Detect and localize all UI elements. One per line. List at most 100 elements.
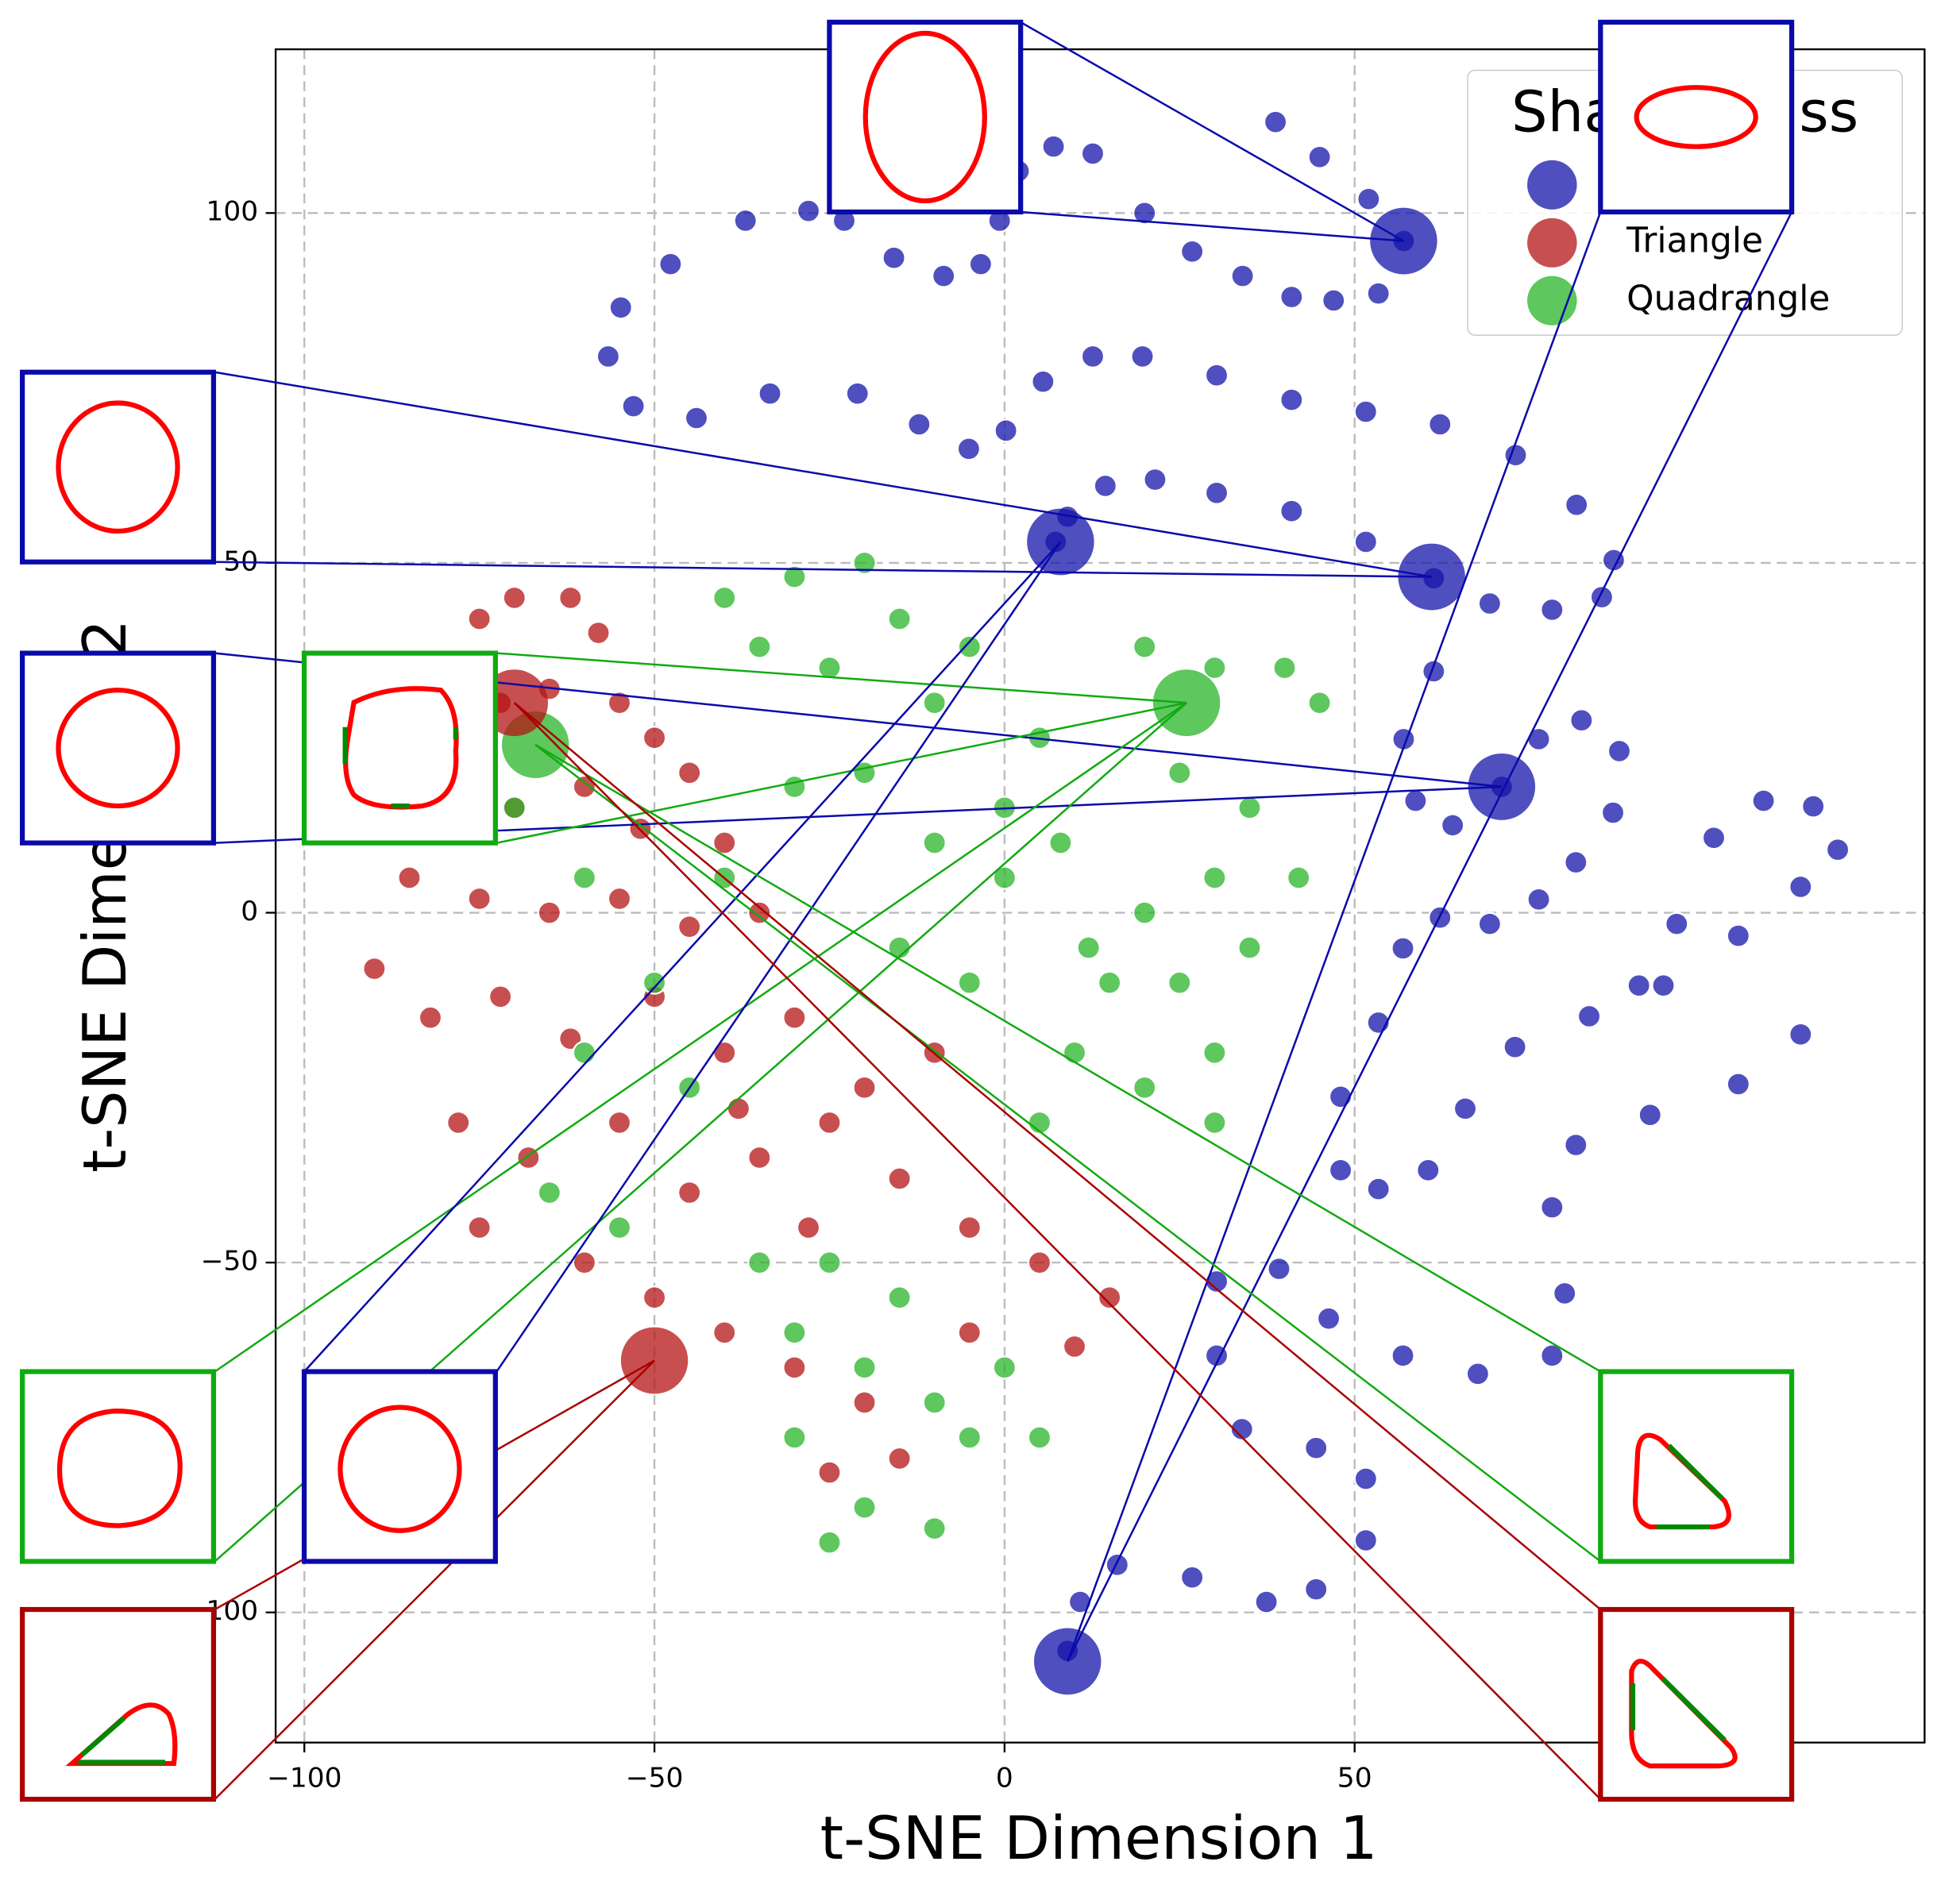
connector [1021,210,1404,242]
x-axis-label: t-SNE Dimension 1 [820,1804,1378,1873]
point [782,1355,807,1380]
point [1267,1256,1291,1282]
point [642,970,667,995]
legend-marker [1527,218,1577,268]
point [852,1390,877,1415]
insets [20,19,1795,1802]
point [1204,1269,1229,1294]
point [1286,865,1311,890]
point [1607,738,1632,764]
point [488,985,513,1009]
point [1526,727,1551,752]
point [502,796,527,820]
point [817,1460,842,1485]
y-tick-label: 0 [241,896,258,927]
point [733,208,758,233]
connector [1020,21,1405,242]
x-tick-label: 50 [1337,1763,1372,1794]
point [922,691,947,715]
point [758,381,782,406]
grid [276,49,1925,1743]
point [1726,923,1751,948]
point [1041,134,1066,159]
x-tick-label: −100 [267,1763,341,1794]
point [642,726,667,750]
point [1353,530,1379,554]
point [684,406,709,430]
point [1600,800,1626,825]
point [852,550,877,576]
legend-marker [1527,276,1577,326]
point [397,865,422,890]
point [957,970,982,995]
inset [20,369,217,565]
point [1503,1035,1527,1059]
point [1143,467,1167,492]
connector [513,702,1602,1610]
point [747,1251,772,1275]
point [1202,865,1227,890]
point [1307,145,1332,169]
point [1132,634,1157,659]
point [1353,1528,1379,1553]
point [677,915,702,939]
point [957,634,982,659]
point [992,1355,1017,1380]
connectors [214,21,1793,1800]
point [957,1320,982,1345]
point [1651,973,1676,998]
point [677,761,702,785]
point [922,1516,947,1541]
inset [20,1606,217,1802]
point [1391,1343,1415,1368]
point [1105,1552,1130,1577]
legend-marker [1527,160,1577,210]
point [1279,499,1304,523]
point [712,831,737,855]
point [596,344,621,369]
y-tick-label: −50 [201,1246,259,1278]
point [558,585,583,611]
connector [534,744,1602,1563]
point [852,1495,877,1520]
connector [513,702,1602,1800]
point [467,607,492,631]
point [446,1110,471,1135]
inset [301,1369,498,1564]
point [642,1285,667,1310]
point [922,831,947,855]
point [1132,201,1157,225]
point [1316,1306,1341,1331]
point [956,437,982,461]
point [572,865,597,890]
point [1353,399,1379,424]
point [1263,110,1288,134]
point [1254,1590,1279,1614]
point [1416,1158,1441,1182]
point [782,1005,807,1030]
point [418,1005,443,1030]
point [1788,874,1813,900]
point [1701,826,1727,850]
point [1279,284,1304,310]
point [572,1040,597,1065]
point [1322,288,1346,313]
inset [1598,1369,1795,1564]
point [1638,1103,1663,1127]
point [1202,655,1227,680]
inset [20,650,217,846]
point [1564,492,1589,517]
point [1788,1022,1813,1046]
point [957,1425,982,1450]
point [1391,936,1415,961]
point [712,585,737,611]
point [957,1215,982,1240]
connector [214,371,1432,578]
point [1303,1577,1329,1601]
point [1204,480,1229,505]
point [1665,912,1689,936]
point [1576,1004,1602,1029]
inset [827,19,1024,215]
point [607,1215,632,1240]
point [1062,1334,1087,1359]
